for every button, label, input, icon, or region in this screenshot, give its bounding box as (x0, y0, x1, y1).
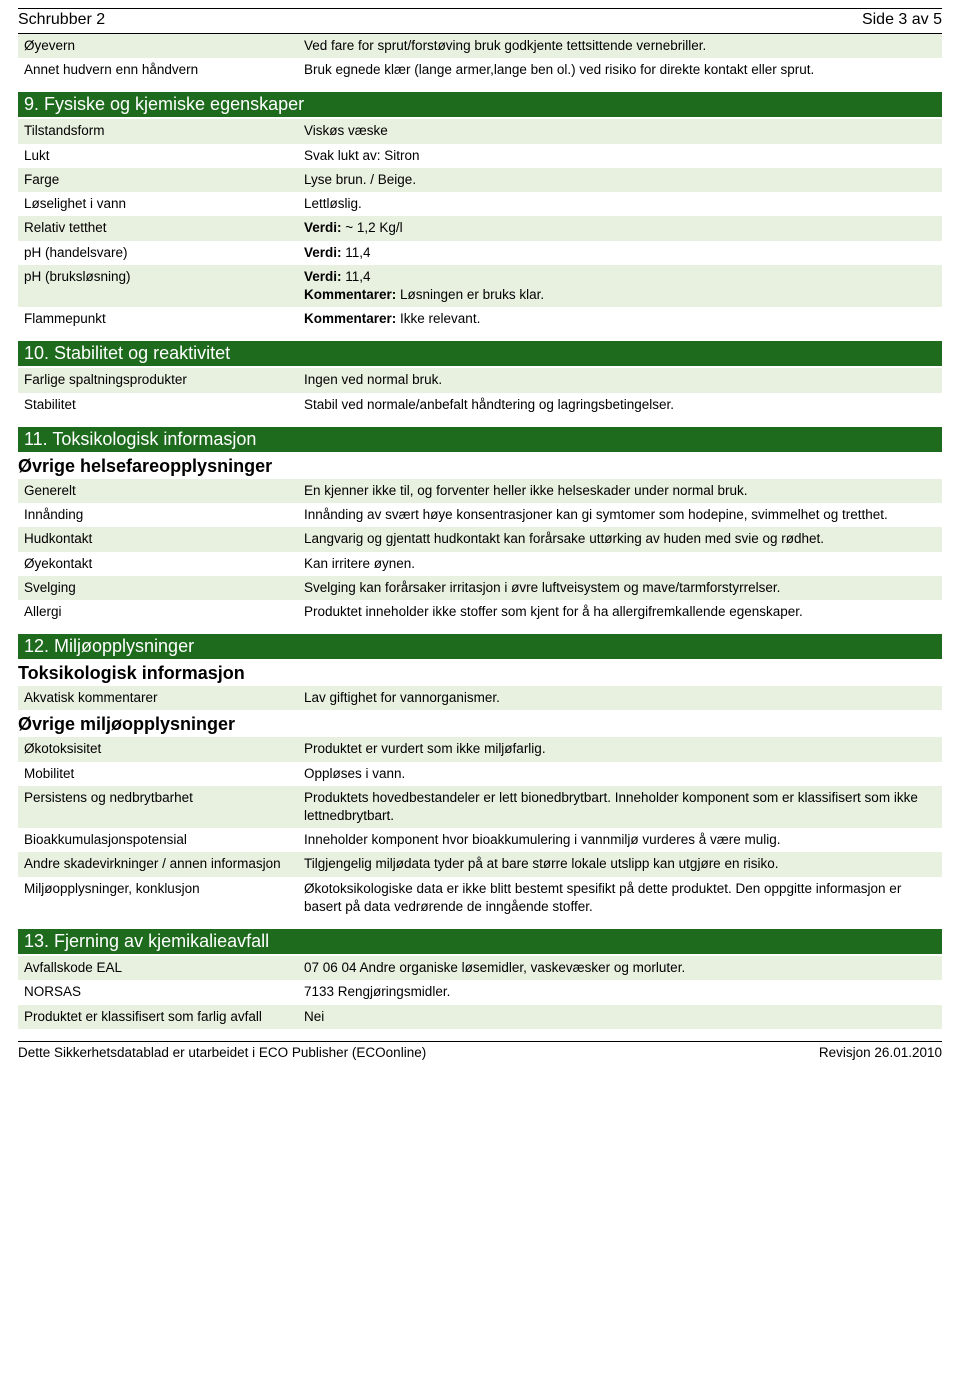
row-label: Bioakkumulasjonspotensial (18, 828, 298, 852)
row-label: Øyevern (18, 34, 298, 58)
section-9-table: TilstandsformViskøs væske LuktSvak lukt … (18, 119, 942, 331)
row-value: Verdi: ~ 1,2 Kg/l (298, 216, 942, 240)
row-label: Mobilitet (18, 762, 298, 786)
row-value: Svak lukt av: Sitron (298, 144, 942, 168)
row-value: Verdi: 11,4Kommentarer: Løsningen er bru… (298, 265, 942, 307)
row-value: Tilgjengelig miljødata tyder på at bare … (298, 852, 942, 876)
row-label: Farge (18, 168, 298, 192)
section-13-heading: 13. Fjerning av kjemikalieavfall (18, 929, 942, 954)
row-value: 7133 Rengjøringsmidler. (298, 980, 942, 1004)
row-value: Stabil ved normale/anbefalt håndtering o… (298, 393, 942, 417)
row-value: Økotoksikologiske data er ikke blitt bes… (298, 877, 942, 919)
row-value: Innånding av svært høye konsentrasjoner … (298, 503, 942, 527)
row-value: Kan irritere øynen. (298, 552, 942, 576)
row-label: Lukt (18, 144, 298, 168)
row-value: Nei (298, 1005, 942, 1029)
row-label: Farlige spaltningsprodukter (18, 368, 298, 392)
row-label: Andre skadevirkninger / annen informasjo… (18, 852, 298, 876)
section-12-sub1: Toksikologisk informasjon (18, 663, 942, 684)
row-value: Lav giftighet for vannorganismer. (298, 686, 942, 710)
row-label: Tilstandsform (18, 119, 298, 143)
section-10-heading: 10. Stabilitet og reaktivitet (18, 341, 942, 366)
doc-title: Schrubber 2 (18, 11, 105, 29)
row-value: Bruk egnede klær (lange armer,lange ben … (298, 58, 942, 82)
row-label: Flammepunkt (18, 307, 298, 331)
row-label: pH (handelsvare) (18, 241, 298, 265)
row-value: En kjenner ikke til, og forventer heller… (298, 479, 942, 503)
row-label: Løselighet i vann (18, 192, 298, 216)
row-label: Miljøopplysninger, konklusjon (18, 877, 298, 919)
row-label: Allergi (18, 600, 298, 624)
row-value: Langvarig og gjentatt hudkontakt kan for… (298, 527, 942, 551)
section-10-table: Farlige spaltningsprodukterIngen ved nor… (18, 368, 942, 416)
row-label: Øyekontakt (18, 552, 298, 576)
row-value: 07 06 04 Andre organiske løsemidler, vas… (298, 956, 942, 980)
row-label: Produktet er klassifisert som farlig avf… (18, 1005, 298, 1029)
row-value: Produktet er vurdert som ikke miljøfarli… (298, 737, 942, 761)
row-value: Kommentarer: Ikke relevant. (298, 307, 942, 331)
page-header: Schrubber 2 Side 3 av 5 (18, 9, 942, 34)
row-value: Oppløses i vann. (298, 762, 942, 786)
row-value: Svelging kan forårsaker irritasjon i øvr… (298, 576, 942, 600)
section-12-table-1: Akvatisk kommentarerLav giftighet for va… (18, 686, 942, 710)
row-label: Svelging (18, 576, 298, 600)
row-label: Generelt (18, 479, 298, 503)
row-value: Ingen ved normal bruk. (298, 368, 942, 392)
footer-right: Revisjon 26.01.2010 (819, 1045, 942, 1060)
row-label: Akvatisk kommentarer (18, 686, 298, 710)
row-value: Lettløslig. (298, 192, 942, 216)
row-value: Produktet inneholder ikke stoffer som kj… (298, 600, 942, 624)
row-label: Hudkontakt (18, 527, 298, 551)
row-value: Ved fare for sprut/forstøving bruk godkj… (298, 34, 942, 58)
row-value: Lyse brun. / Beige. (298, 168, 942, 192)
row-label: Relativ tetthet (18, 216, 298, 240)
intro-table: Øyevern Ved fare for sprut/forstøving br… (18, 34, 942, 82)
section-12-table-2: ØkotoksisitetProduktet er vurdert som ik… (18, 737, 942, 919)
row-label: Annet hudvern enn håndvern (18, 58, 298, 82)
row-value: Produktets hovedbestandeler er lett bion… (298, 786, 942, 828)
row-label: pH (bruksløsning) (18, 265, 298, 307)
section-13-table: Avfallskode EAL07 06 04 Andre organiske … (18, 956, 942, 1029)
row-label: Stabilitet (18, 393, 298, 417)
section-12-sub2: Øvrige miljøopplysninger (18, 714, 942, 735)
row-value: Inneholder komponent hvor bioakkumulerin… (298, 828, 942, 852)
page-footer: Dette Sikkerhetsdatablad er utarbeidet i… (18, 1042, 942, 1060)
section-11-heading: 11. Toksikologisk informasjon (18, 427, 942, 452)
footer-left: Dette Sikkerhetsdatablad er utarbeidet i… (18, 1045, 426, 1060)
row-value: Viskøs væske (298, 119, 942, 143)
section-9-heading: 9. Fysiske og kjemiske egenskaper (18, 92, 942, 117)
row-label: Økotoksisitet (18, 737, 298, 761)
row-value: Verdi: 11,4 (298, 241, 942, 265)
row-label: NORSAS (18, 980, 298, 1004)
section-11-sub1: Øvrige helsefareopplysninger (18, 456, 942, 477)
section-11-table: GenereltEn kjenner ikke til, og forvente… (18, 479, 942, 624)
row-label: Persistens og nedbrytbarhet (18, 786, 298, 828)
row-label: Innånding (18, 503, 298, 527)
section-12-heading: 12. Miljøopplysninger (18, 634, 942, 659)
page-indicator: Side 3 av 5 (862, 11, 942, 29)
row-label: Avfallskode EAL (18, 956, 298, 980)
